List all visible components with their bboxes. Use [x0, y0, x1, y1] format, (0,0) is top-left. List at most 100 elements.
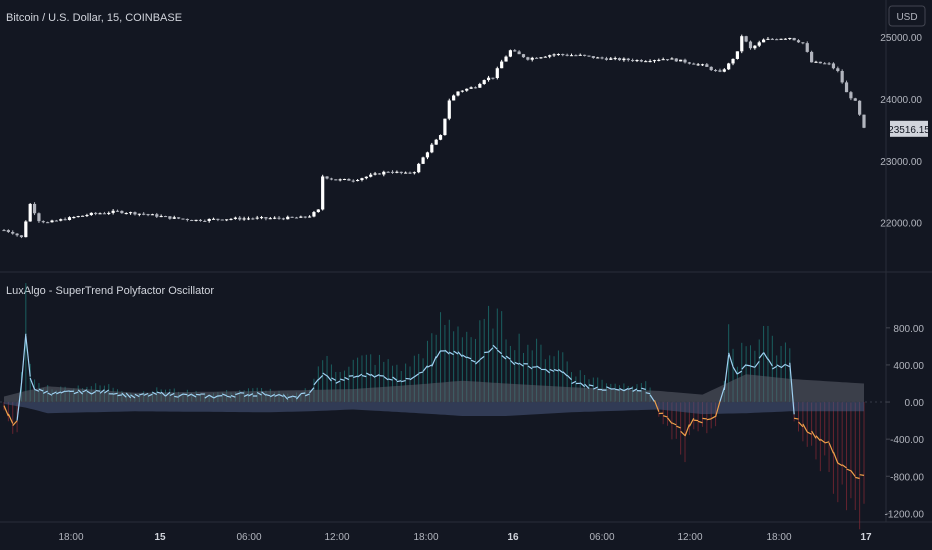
- oscillator-line-segment: [304, 393, 310, 397]
- oscillator-line-segment: [549, 368, 555, 372]
- candle-body: [840, 70, 844, 83]
- oscillator-line-segment: [448, 351, 454, 356]
- oscillator-line-segment: [811, 430, 817, 439]
- osc-tick-label: 0.00: [905, 398, 925, 409]
- candle-body: [801, 42, 805, 44]
- candle-body: [814, 61, 818, 63]
- oscillator-line-segment: [693, 419, 699, 422]
- oscillator-line-segment: [841, 464, 847, 469]
- oscillator-line-segment: [121, 392, 127, 398]
- candle-body: [657, 59, 661, 61]
- oscillator-line-segment: [719, 387, 725, 402]
- candle-body: [556, 54, 561, 56]
- oscillator-line-segment: [113, 392, 118, 395]
- oscillator-line-segment: [837, 462, 843, 467]
- candle-body: [198, 219, 203, 221]
- candle-body: [286, 216, 290, 220]
- candle-body: [687, 62, 691, 64]
- oscillator-line-segment: [859, 474, 865, 476]
- oscillator-line-segment: [344, 376, 350, 381]
- candle-body: [469, 87, 473, 89]
- oscillator-line-segment: [697, 420, 703, 424]
- candle-body: [810, 51, 814, 63]
- oscillator-line-segment: [492, 344, 498, 350]
- candle-body: [6, 230, 10, 232]
- oscillator-line-segment: [780, 363, 786, 369]
- oscillator-line-segment: [509, 360, 516, 366]
- candle-body: [609, 58, 613, 60]
- candle-body: [539, 57, 543, 59]
- oscillator-line-segment: [178, 393, 184, 397]
- candle-body: [203, 220, 207, 222]
- oscillator-line-segment: [544, 368, 551, 374]
- candle-body: [347, 178, 351, 181]
- candle-body: [146, 214, 150, 216]
- oscillator-line-segment: [182, 393, 188, 396]
- oscillator-line-segment: [313, 379, 319, 386]
- oscillator-line-segment: [147, 393, 153, 397]
- candle-body: [648, 61, 652, 63]
- oscillator-line-segment: [728, 352, 734, 368]
- oscillator-line-segment: [663, 415, 668, 418]
- oscillator-line-segment: [671, 422, 677, 426]
- candle-body: [683, 59, 687, 63]
- time-tick-label: 15: [154, 532, 166, 543]
- candle-body: [2, 230, 6, 232]
- candle-body: [373, 173, 377, 175]
- oscillator-line-segment: [514, 361, 520, 365]
- oscillator-line-segment: [235, 392, 240, 396]
- oscillator-line-segment: [706, 418, 712, 421]
- oscillator-line-segment: [488, 347, 494, 353]
- candle-body: [565, 54, 569, 56]
- currency-button[interactable]: USD: [888, 5, 926, 27]
- candle-body: [705, 64, 709, 67]
- candle-body: [548, 55, 552, 57]
- oscillator-line-segment: [383, 376, 389, 381]
- candle-body: [818, 61, 822, 64]
- time-tick-label: 06:00: [589, 532, 614, 543]
- oscillator-line-segment: [819, 438, 826, 444]
- oscillator-line-segment: [475, 359, 481, 365]
- oscillator-line-segment: [73, 391, 79, 395]
- oscillator-line-segment: [278, 394, 284, 398]
- candle-body: [133, 212, 137, 215]
- candle-body: [277, 217, 281, 219]
- oscillator-line-segment: [645, 392, 651, 395]
- candle-body: [434, 139, 438, 145]
- candle-body: [159, 216, 163, 218]
- candle-body: [823, 63, 827, 65]
- oscillator-line-segment: [261, 391, 267, 396]
- candle-body: [744, 36, 748, 42]
- candle-body: [775, 39, 779, 41]
- oscillator-line-segment: [143, 392, 149, 396]
- candle-body: [390, 171, 395, 173]
- oscillator-line-segment: [714, 401, 721, 418]
- candle-body: [307, 216, 312, 218]
- candle-body: [342, 178, 347, 180]
- candle-body: [37, 213, 41, 222]
- oscillator-line-segment: [462, 354, 468, 359]
- candle-body: [596, 57, 600, 59]
- candle-body: [177, 217, 181, 219]
- oscillator-line-segment: [388, 378, 393, 381]
- candle-body: [59, 219, 63, 221]
- oscillator-line-segment: [130, 394, 136, 399]
- oscillator-line-segment: [737, 370, 743, 375]
- candle-body: [98, 213, 102, 215]
- oscillator-line-segment: [43, 390, 48, 394]
- candle-body: [299, 216, 303, 218]
- candle-body: [591, 56, 595, 58]
- candle-body: [727, 63, 731, 70]
- oscillator-line-segment: [165, 391, 171, 397]
- oscillator-line-segment: [291, 395, 297, 398]
- candle-body: [600, 57, 604, 59]
- candle-body: [635, 60, 639, 62]
- candle-body: [32, 203, 37, 214]
- oscillator-line-segment: [794, 417, 799, 420]
- candle-body: [552, 54, 556, 56]
- candle-body: [862, 114, 866, 128]
- candle-body: [408, 172, 412, 174]
- oscillator-line-segment: [152, 391, 158, 396]
- candle-body: [718, 70, 722, 72]
- oscillator-line-segment: [86, 390, 92, 395]
